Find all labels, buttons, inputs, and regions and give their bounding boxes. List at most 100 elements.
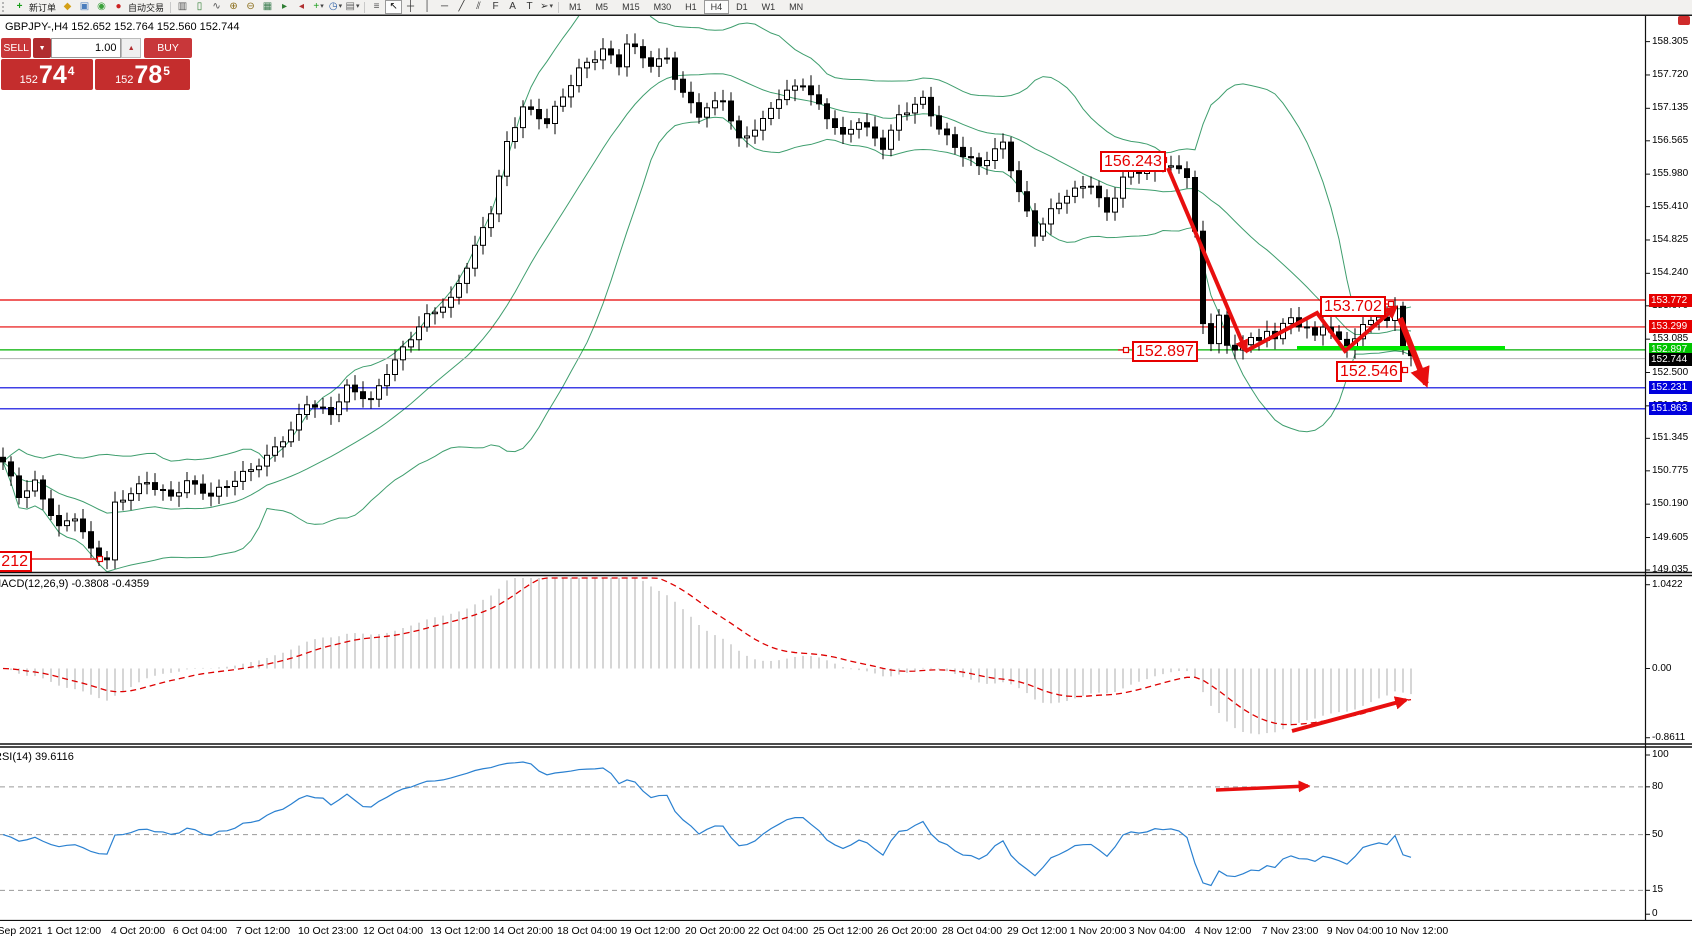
trendline-icon[interactable]: ╱ [458,1,465,12]
timeframe-button-d1[interactable]: D1 [736,2,748,12]
annotation-anchor-point [96,555,104,563]
crosshair-icon[interactable]: ┼ [406,1,415,12]
zoom-out-icon[interactable]: ⊖ [246,1,255,12]
macd-trend-arrow [1291,696,1409,733]
price-callout-152-897[interactable]: 152.897 [1132,341,1198,362]
bar-chart-mode-icon[interactable]: ▥ [177,1,188,12]
timeframe-button-m15[interactable]: M15 [622,2,640,12]
sell-price-point: 4 [67,64,75,78]
objects-list-icon[interactable]: ≡ [373,1,380,12]
date-label[interactable]: 3 Nov 04:00 [1128,925,1186,937]
rsi-trend-arrow [1215,780,1311,793]
date-label[interactable]: 19 Oct 12:00 [619,925,681,937]
date-label[interactable]: 6 Oct 04:00 [172,925,228,937]
price-callout-156-243[interactable]: 156.243 [1100,151,1166,172]
sell-price-pips: 74 [38,61,67,89]
buy-button[interactable]: BUY [144,38,192,58]
volume-input[interactable]: 1.00 [50,38,122,58]
date-label[interactable]: 4 Nov 12:00 [1194,925,1252,937]
price-callout-152-546[interactable]: 152.546 [1336,361,1402,382]
timeframe-button-m30[interactable]: M30 [653,2,672,12]
line-chart-mode-icon[interactable]: ∿ [212,1,221,12]
toolbar-separator [170,1,172,13]
periods-icon[interactable]: ◷ ▾ [328,1,343,12]
price-callout-153-702[interactable]: 153.702 [1320,296,1386,317]
channel-icon[interactable]: ⫽ [476,1,481,12]
one-click-trading-panel: SELL ▼ 1.00 ▲ BUY 152 74 4 152 78 5 [1,38,192,90]
timeframe-button-mn[interactable]: MN [789,2,804,12]
rsi-line [2,761,1412,887]
auto-scroll-icon[interactable]: ▸ [282,1,288,12]
new-order-label[interactable]: 新订单 [29,2,57,13]
date-label[interactable]: 14 Oct 20:00 [492,925,554,937]
sell-price-base: 152 [19,74,38,86]
date-label[interactable]: 12 Oct 04:00 [362,925,424,937]
axis-alert-icon[interactable] [1678,16,1690,25]
arrows-icon[interactable]: ➢ ▾ [540,1,553,12]
autotrading-icon[interactable]: ● [115,1,122,12]
indicators-icon[interactable]: + ▾ [313,1,324,12]
timeframe-button-m5[interactable]: M5 [595,2,609,12]
data-window-icon[interactable]: ▣ [79,1,90,12]
horizontal-line-icon[interactable]: ─ [440,1,449,12]
buy-quote-button[interactable]: 152 78 5 [95,59,190,90]
bollinger-upper-band [2,16,1412,463]
date-label[interactable]: 22 Oct 04:00 [747,925,809,937]
market-watch-icon[interactable]: ◆ [63,1,72,12]
autotrading-label[interactable]: 自动交易 [128,2,165,13]
indicators-icon-caret[interactable]: ▾ [320,3,324,10]
date-label[interactable]: 1 Oct 12:00 [46,925,102,937]
date-label[interactable]: 10 Nov 12:00 [1385,925,1449,937]
templates-icon-caret[interactable]: ▾ [356,3,360,10]
date-label[interactable]: 9 Nov 04:00 [1326,925,1384,937]
toolbar-grip [2,2,9,12]
chart-ohlc-header: GBPJPY-,H4 152.652 152.764 152.560 152.7… [5,21,240,33]
date-label[interactable]: Sep 2021 [0,925,43,937]
sell-button[interactable]: SELL [1,38,32,58]
date-label[interactable]: 28 Oct 04:00 [941,925,1003,937]
text-icon[interactable]: A [509,1,516,12]
timeframe-button-h1[interactable]: H1 [685,2,697,12]
date-label[interactable]: 26 Oct 20:00 [876,925,938,937]
date-label[interactable]: 20 Oct 20:00 [684,925,746,937]
volume-decrease-button[interactable]: ▼ [33,38,51,58]
cursor-icon[interactable]: ↖ [385,0,403,14]
timeframe-button-h4[interactable]: H4 [703,0,730,14]
bollinger-middle-band [2,73,1412,514]
date-label[interactable]: 7 Oct 12:00 [235,925,291,937]
bollinger-lower-band [2,116,1412,572]
candles-layer [0,33,1414,570]
timeframe-button-m1[interactable]: M1 [569,2,582,12]
date-label[interactable]: 25 Oct 12:00 [812,925,874,937]
drop-arrow [1166,167,1249,354]
tile-windows-icon[interactable]: ▦ [262,1,273,12]
forecast-arrow [1397,316,1430,388]
buy-price-pips: 78 [134,61,163,89]
arrows-icon-caret[interactable]: ▾ [549,3,553,10]
timeframe-button-w1[interactable]: W1 [761,2,776,12]
date-label[interactable]: 29 Oct 12:00 [1006,925,1068,937]
date-label[interactable]: 13 Oct 12:00 [429,925,491,937]
date-label[interactable]: 4 Oct 20:00 [110,925,166,937]
templates-icon[interactable]: ▤ ▾ [345,1,360,12]
text-label-icon[interactable]: T [526,1,533,12]
sell-quote-button[interactable]: 152 74 4 [1,59,93,90]
vertical-line-icon[interactable]: │ [424,1,431,12]
main-toolbar: + 新订单 ◆ ▣ ◉ ● 自动交易 ▥ ▯ ∿ ⊕ ⊖ ▦ ▸ ◂ + ▾ ◷ ▾ ▤ ▾ ≡ ↖ ┼ │ ─ ╱ ⫽ F… [0,0,1692,15]
price-callout-212[interactable]: 212 [0,551,32,572]
date-label[interactable]: 1 Nov 20:00 [1069,925,1127,937]
fibonacci-icon[interactable]: F [492,1,499,12]
zigzag-arrow [1245,305,1399,354]
candlestick-mode-icon[interactable]: ▯ [196,1,203,12]
zoom-in-icon[interactable]: ⊕ [229,1,238,12]
new-order-icon[interactable]: + [16,1,23,12]
date-label[interactable]: 18 Oct 04:00 [556,925,618,937]
chart-shift-icon[interactable]: ◂ [299,1,305,12]
volume-increase-button[interactable]: ▲ [121,38,142,58]
signal-icon[interactable]: ◉ [97,1,106,12]
date-label[interactable]: 7 Nov 23:00 [1261,925,1319,937]
date-label[interactable]: 10 Oct 23:00 [297,925,359,937]
periods-icon-caret[interactable]: ▾ [338,3,343,10]
